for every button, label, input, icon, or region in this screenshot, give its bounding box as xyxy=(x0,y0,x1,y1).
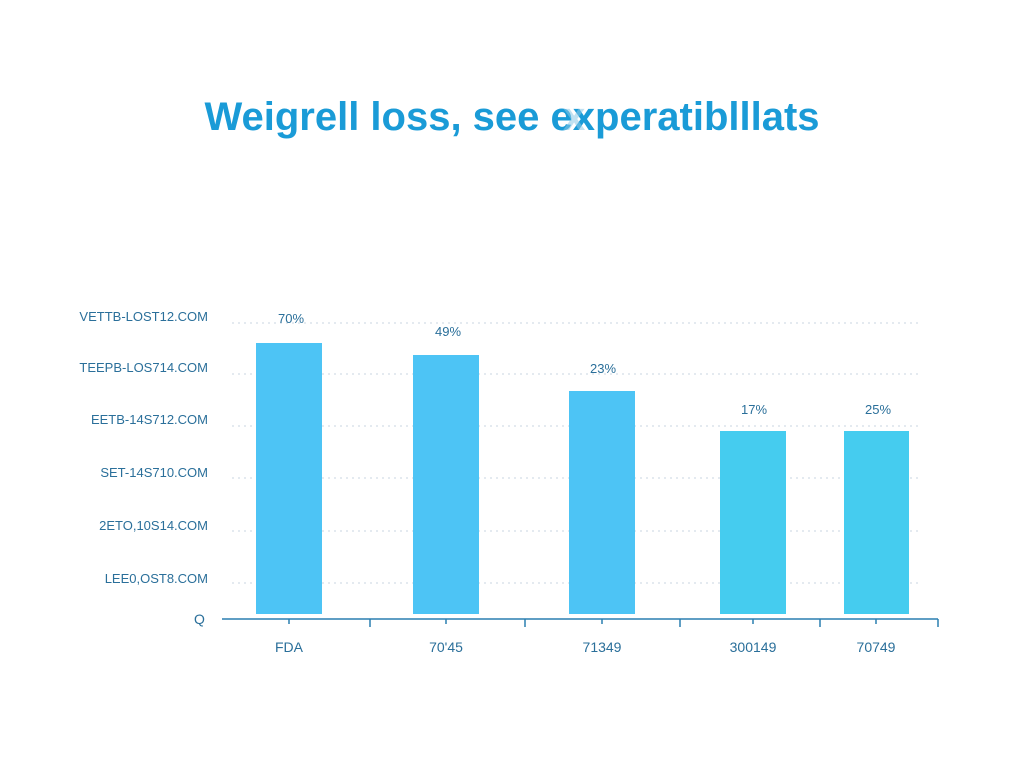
bar-300149 xyxy=(720,431,786,614)
bar-value-label: 25% xyxy=(864,402,892,417)
y-tick-label: VETTB-LOST12.COM xyxy=(79,309,208,324)
bar-value-label: 70% xyxy=(277,311,305,326)
x-tick-label: 300149 xyxy=(729,639,777,655)
y-tick-label: TEEPB-LOS714.COM xyxy=(79,360,208,375)
x-tick-label: 71349 xyxy=(582,639,622,655)
bar-70749 xyxy=(844,431,909,614)
bar-value-label: 23% xyxy=(589,361,617,376)
x-tick-label: FDA xyxy=(275,639,303,655)
bars xyxy=(256,343,909,614)
y-origin-label: Q xyxy=(194,611,205,627)
x-tick-label: 70749 xyxy=(856,639,896,655)
x-tick-label: 70'45 xyxy=(429,639,463,655)
y-tick-label: SET-14S710.COM xyxy=(100,465,208,480)
chart-title: Weigrell loss, see experatiblllats xyxy=(204,95,820,139)
bar-fda xyxy=(256,343,322,614)
title-overlay-glyph: x xyxy=(563,95,586,139)
x-axis xyxy=(222,618,939,627)
y-tick-label: 2ETO,10S14.COM xyxy=(99,518,208,533)
bar-7045 xyxy=(413,355,479,614)
bar-value-label: 49% xyxy=(434,324,462,339)
gridlines xyxy=(232,322,922,584)
bar-value-label: 17% xyxy=(740,402,768,417)
bar-71349 xyxy=(569,391,635,614)
y-tick-label: LEE0,OST8.COM xyxy=(104,571,208,586)
y-tick-label: EETB-14S712.COM xyxy=(90,412,208,427)
